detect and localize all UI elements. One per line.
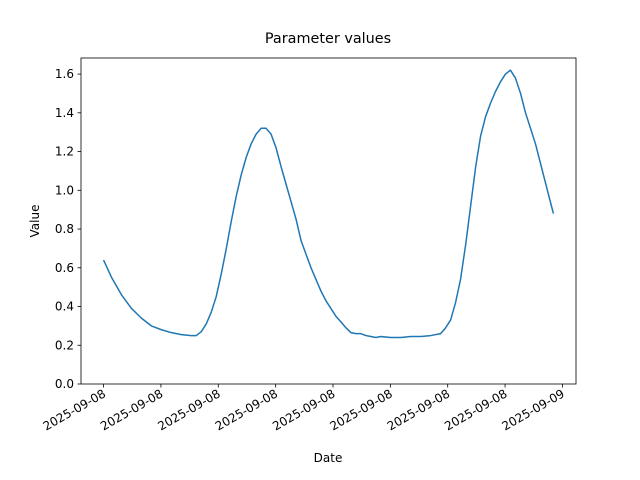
y-tick-label: 1.4 (55, 106, 74, 120)
y-tick-label: 0.6 (55, 261, 74, 275)
chart-title: Parameter values (265, 31, 391, 47)
plot-frame (80, 57, 577, 385)
data-line (102, 69, 555, 339)
y-tick-label: 0.0 (55, 377, 74, 391)
y-tick-label: 0.8 (55, 222, 74, 236)
x-axis-label: Date (314, 451, 343, 465)
y-tick-label: 1.2 (55, 145, 74, 159)
y-tick-label: 0.2 (55, 338, 74, 352)
y-tick-label: 0.4 (55, 300, 74, 314)
y-tick-label: 1.0 (55, 183, 74, 197)
y-tick-label: 1.6 (55, 67, 74, 81)
y-axis-label: Value (28, 205, 42, 238)
